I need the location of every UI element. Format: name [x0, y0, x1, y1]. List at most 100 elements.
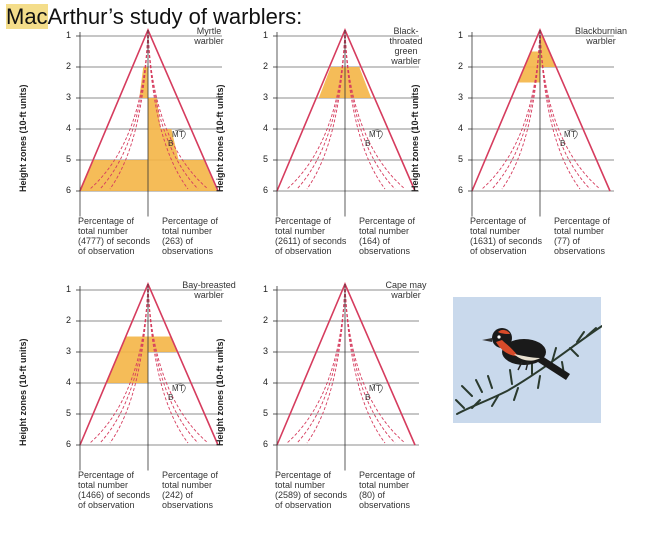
marker-t: T [376, 130, 381, 139]
observations-fill [148, 98, 161, 129]
page-title: MacArthur’s study of warblers: [6, 4, 302, 30]
species-name-line: throated [389, 36, 423, 46]
species-name-line: Blackburnian [574, 26, 628, 36]
caption-line: observations [554, 246, 606, 256]
branch-curve [109, 29, 149, 190]
species-name: Cape may warbler [375, 280, 437, 300]
species-name: Blackburnian warbler [570, 26, 632, 46]
caption-line: (80) of [359, 490, 386, 500]
branch-curve [147, 283, 209, 444]
marker-arrow [371, 383, 383, 394]
y-axis-label: Height zones (10-ft units) [18, 84, 28, 193]
caption-line: Percentage of [78, 470, 135, 480]
marker-b: B [560, 139, 565, 148]
marker-b: B [168, 393, 173, 402]
zone-number: 6 [66, 185, 72, 195]
caption-line: total number [162, 226, 213, 236]
tree-outline [276, 281, 416, 446]
caption-line: of observation [275, 246, 332, 256]
branch-curve [147, 283, 199, 444]
zone-number: 4 [66, 377, 72, 387]
caption-line: (4777) of seconds [78, 236, 151, 246]
title-highlight: Mac [6, 4, 48, 29]
caption-line: Percentage of [359, 216, 416, 226]
caption-line: observations [359, 246, 411, 256]
caption-line: Percentage of [359, 470, 416, 480]
caption-line: (164) of [359, 236, 391, 246]
species-name-line: warbler [194, 290, 224, 300]
caption-line: total number [162, 480, 213, 490]
zone-number: 3 [263, 346, 269, 356]
species-name-line: Black- [393, 26, 419, 36]
seconds-caption: Percentage of total number (2611) of secon… [275, 216, 346, 256]
marker-arrow [174, 129, 186, 140]
marker-m: M [172, 384, 179, 393]
y-axis-label: Height zones (10-ft units) [18, 338, 28, 447]
zone-number: 3 [458, 92, 464, 102]
branch-curve [286, 29, 346, 190]
zone-number: 3 [66, 346, 72, 356]
zone-number: 4 [66, 123, 72, 133]
branch-curve [306, 283, 346, 444]
seconds-fill [517, 51, 540, 83]
caption-line: of observation [78, 500, 135, 510]
zone-number: 1 [66, 30, 72, 40]
panel-diagram: M TB [76, 281, 222, 471]
panel-diagram: M TB [468, 27, 614, 217]
caption-line: (2611) of seconds [275, 236, 347, 246]
zone-number: 2 [66, 61, 72, 71]
marker-b: B [365, 139, 370, 148]
branch-curve [109, 283, 149, 444]
branch-curve [306, 29, 346, 190]
observations-caption: Percentage of total number (77) of observat… [554, 216, 610, 256]
seconds-fill [79, 160, 148, 191]
observations-fill [148, 160, 217, 191]
marker-m: M [172, 130, 179, 139]
caption-line: Percentage of [470, 216, 527, 226]
seconds-caption: Percentage of total number (4777) of secon… [78, 216, 150, 256]
caption-line: (2589) of seconds [275, 490, 348, 500]
tree-outline [79, 281, 219, 446]
zone-number: 6 [458, 185, 464, 195]
seconds-caption: Percentage of total number (1466) of secon… [78, 470, 150, 510]
marker-t: T [179, 130, 184, 139]
branch-curve [344, 29, 386, 190]
caption-line: total number [275, 480, 326, 490]
caption-line: observations [359, 500, 411, 510]
zone-number: 5 [66, 408, 72, 418]
caption-line: observations [162, 246, 214, 256]
seconds-fill [118, 336, 148, 352]
species-name-line: green [394, 46, 418, 56]
warbler-panel: M T B 1 2 3 4 5 6 Height zones (10-ft units) Black… [215, 24, 447, 274]
zone-number: 1 [66, 284, 72, 294]
branch-curve [344, 283, 386, 444]
branch-curve [539, 29, 581, 190]
marker-m: M [369, 130, 376, 139]
zone-number: 5 [263, 154, 269, 164]
zone-number: 2 [458, 61, 464, 71]
zone-number: 6 [263, 185, 269, 195]
title-text: Arthur’s study of warblers: [47, 4, 303, 29]
y-axis-label: Height zones (10-ft units) [410, 84, 420, 193]
caption-line: of observation [470, 246, 527, 256]
caption-line: Percentage of [162, 470, 219, 480]
warbler-panel: M T B 1 2 3 4 5 6 Height zones (10-ft units) Myrtl… [18, 24, 250, 274]
zone-number: 1 [263, 30, 269, 40]
species-name-line: Cape may [385, 280, 427, 290]
caption-line: (263) of [162, 236, 194, 246]
caption-line: total number [359, 480, 410, 490]
marker-t: T [571, 130, 576, 139]
zone-number: 2 [263, 61, 269, 71]
branch-curve [296, 29, 346, 190]
observations-caption: Percentage of total number (164) of observa… [359, 216, 415, 256]
caption-line: total number [359, 226, 410, 236]
species-name: Black-throated green warbler [375, 26, 437, 66]
zone-number: 3 [66, 92, 72, 102]
branch-curve [344, 283, 406, 444]
observations-caption: Percentage of total number (263) of observa… [162, 216, 218, 256]
branch-curve [147, 283, 189, 444]
marker-arrow [174, 383, 186, 394]
marker-m: M [369, 384, 376, 393]
caption-line: (77) of [554, 236, 581, 246]
zone-number: 2 [66, 315, 72, 325]
